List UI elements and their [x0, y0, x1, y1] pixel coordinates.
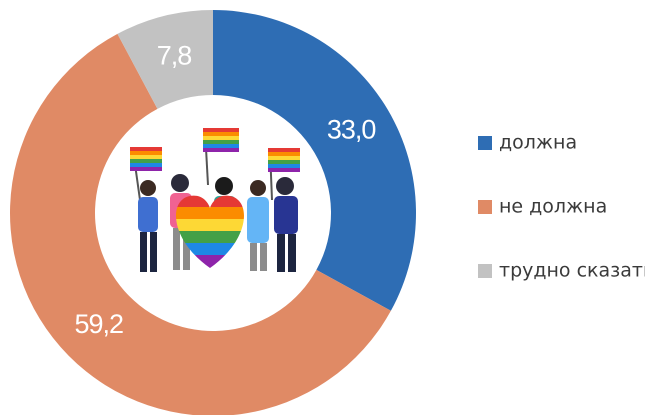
value-label: 7,8 [157, 40, 192, 70]
value-label: 59,2 [75, 309, 124, 339]
chart: 33,0 59,2 7,8 должна не должна трудно сказать [0, 0, 645, 415]
value-label: 33,0 [327, 114, 376, 144]
legend-swatch [478, 264, 492, 278]
legend-label: должна [499, 132, 577, 154]
legend-label: трудно сказать [499, 260, 645, 282]
legend-label: не должна [499, 196, 607, 218]
legend-swatch [478, 136, 492, 150]
legend-swatch [478, 200, 492, 214]
